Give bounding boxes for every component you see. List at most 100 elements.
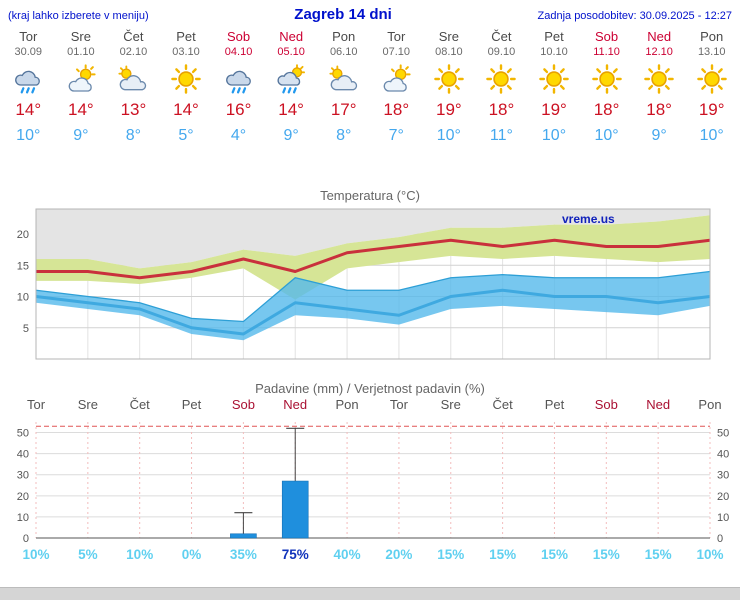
sun-icon xyxy=(170,63,202,95)
temperature-chart: 5 10 15 20 vreme.us xyxy=(17,208,711,360)
forecast-day-column[interactable]: Tor 07.10 18° 7° xyxy=(370,28,423,148)
sun-rain-icon xyxy=(275,63,307,95)
max-temperature: 14° xyxy=(278,100,304,119)
max-temperature: 18° xyxy=(593,100,620,119)
day-date: 10.10 xyxy=(540,46,568,58)
precip-probability-label: 0% xyxy=(182,547,202,562)
max-temperature: 19° xyxy=(698,100,725,119)
day-name: Čet xyxy=(491,29,512,44)
forecast-day-column[interactable]: Pet 10.10 19° 10° xyxy=(528,28,581,148)
forecast-day-column[interactable]: Pon 06.10 17° 8° xyxy=(317,28,370,148)
min-temp-band xyxy=(36,271,710,341)
min-temperature: 10° xyxy=(699,127,724,144)
forecast-day-column[interactable]: Čet 09.10 18° 11° xyxy=(475,28,528,148)
forecast-day-column[interactable]: Sob 04.10 16° 4° xyxy=(212,28,265,148)
precip-y-tick-left: 10 xyxy=(17,512,29,524)
page-title: Zagreb 14 dni xyxy=(294,6,392,23)
mostly-cloudy-icon xyxy=(117,63,149,95)
min-temperature: 11° xyxy=(489,127,513,144)
precip-y-tick-right: 10 xyxy=(717,512,729,524)
precip-y-tick-right: 20 xyxy=(717,491,729,503)
day-date: 01.10 xyxy=(67,46,95,58)
forecast-day-column[interactable]: Ned 05.10 14° 9° xyxy=(265,28,318,148)
rain-icon xyxy=(12,63,44,95)
day-date: 09.10 xyxy=(487,46,516,58)
precip-day-label: Pon xyxy=(698,397,721,412)
precip-bar xyxy=(230,533,257,539)
forecast-day-column[interactable]: Tor 30.09 14° 10° xyxy=(2,28,55,148)
day-name: Pet xyxy=(176,29,196,44)
sun-icon xyxy=(643,63,675,95)
forecast-day-column[interactable]: Pet 03.10 14° 5° xyxy=(160,28,213,148)
sun-icon xyxy=(591,63,623,95)
last-update-text: Zadnja posodobitev: 30.09.2025 - 12:27 xyxy=(537,10,732,22)
max-temperature: 14° xyxy=(173,100,199,119)
day-date: 05.10 xyxy=(277,46,305,58)
min-temperature: 4° xyxy=(230,127,247,144)
day-date: 11.10 xyxy=(593,46,620,58)
day-name: Pet xyxy=(544,29,564,44)
precip-probability-label: 15% xyxy=(593,547,620,562)
min-temperature: 7° xyxy=(388,127,404,144)
temp-y-tick-label: 20 xyxy=(17,229,29,241)
partly-cloudy-icon xyxy=(65,63,97,95)
day-name: Sob xyxy=(594,29,619,44)
max-temperature: 18° xyxy=(488,100,515,119)
day-name: Pon xyxy=(700,29,724,44)
max-temperature: 17° xyxy=(330,100,357,119)
precip-day-label: Pon xyxy=(336,397,359,412)
precip-day-label: Pet xyxy=(182,397,202,412)
max-temp-band xyxy=(36,215,710,300)
day-date: 08.10 xyxy=(435,46,463,58)
min-temperature: 9° xyxy=(283,127,299,144)
max-temperature: 14° xyxy=(67,100,94,119)
precip-day-label: Sob xyxy=(595,397,618,412)
min-temperature: 10° xyxy=(541,127,567,144)
mostly-cloudy-icon xyxy=(328,63,360,95)
footer-bar xyxy=(0,587,740,600)
day-date: 30.09 xyxy=(14,46,43,58)
max-temperature: 18° xyxy=(383,100,410,119)
min-temperature: 10° xyxy=(16,127,41,144)
day-date: 06.10 xyxy=(329,46,358,58)
day-name: Sre xyxy=(70,29,91,44)
precipitation-chart-title: Padavine (mm) / Verjetnost padavin (%) xyxy=(255,381,485,396)
precip-y-tick-right: 50 xyxy=(717,428,729,440)
precip-y-tick-right: 30 xyxy=(717,470,729,482)
precipitation-chart: Tor Sre Čet Pet Sob Ned Pon Tor Sre Čet Pet Sob Ned P… xyxy=(17,397,730,562)
precip-day-label: Tor xyxy=(390,397,409,412)
forecast-day-column[interactable]: Sre 08.10 19° 10° xyxy=(423,28,476,148)
day-name: Sob xyxy=(226,29,251,44)
forecast-day-column[interactable]: Čet 02.10 13° 8° xyxy=(107,28,160,148)
day-name: Ned xyxy=(647,29,672,44)
max-temperature: 14° xyxy=(15,100,42,119)
max-temperature: 18° xyxy=(646,100,672,119)
precip-y-tick-left: 40 xyxy=(17,449,29,461)
precip-bar xyxy=(281,480,309,539)
forecast-day-column[interactable]: Sre 01.10 14° 9° xyxy=(55,28,108,148)
day-date: 13.10 xyxy=(697,46,726,58)
forecast-table: Tor 30.09 14° 10° Sre 01.10 14° 9° Čet 02.10 13° 8°… xyxy=(0,25,740,148)
precip-day-label: Ned xyxy=(283,397,307,412)
precip-probability-label: 40% xyxy=(334,547,361,562)
menu-hint-text: (kraj lahko izberete v meniju) xyxy=(8,10,149,22)
day-name: Ned xyxy=(279,29,304,44)
precip-probability-label: 5% xyxy=(78,547,98,562)
min-temperature: 8° xyxy=(336,127,352,144)
max-temperature: 16° xyxy=(225,100,252,119)
forecast-day-column[interactable]: Sob 11.10 18° 10° xyxy=(580,28,633,148)
temp-y-tick-label: 5 xyxy=(23,323,29,335)
precip-probability-label: 10% xyxy=(696,547,723,562)
forecast-day-column[interactable]: Pon 13.10 19° 10° xyxy=(685,28,738,148)
min-temperature: 9° xyxy=(651,127,667,144)
day-date: 07.10 xyxy=(382,46,411,58)
precip-day-label: Sob xyxy=(232,397,255,412)
temp-y-tick-label: 15 xyxy=(17,260,29,272)
precip-probability-label: 15% xyxy=(489,547,516,562)
precip-y-tick-right: 40 xyxy=(717,449,729,461)
min-temperature: 8° xyxy=(125,127,142,144)
min-temperature: 10° xyxy=(436,127,461,144)
precip-probability-label: 10% xyxy=(126,547,153,562)
forecast-day-column[interactable]: Ned 12.10 18° 9° xyxy=(633,28,686,148)
sky-background xyxy=(36,209,710,269)
